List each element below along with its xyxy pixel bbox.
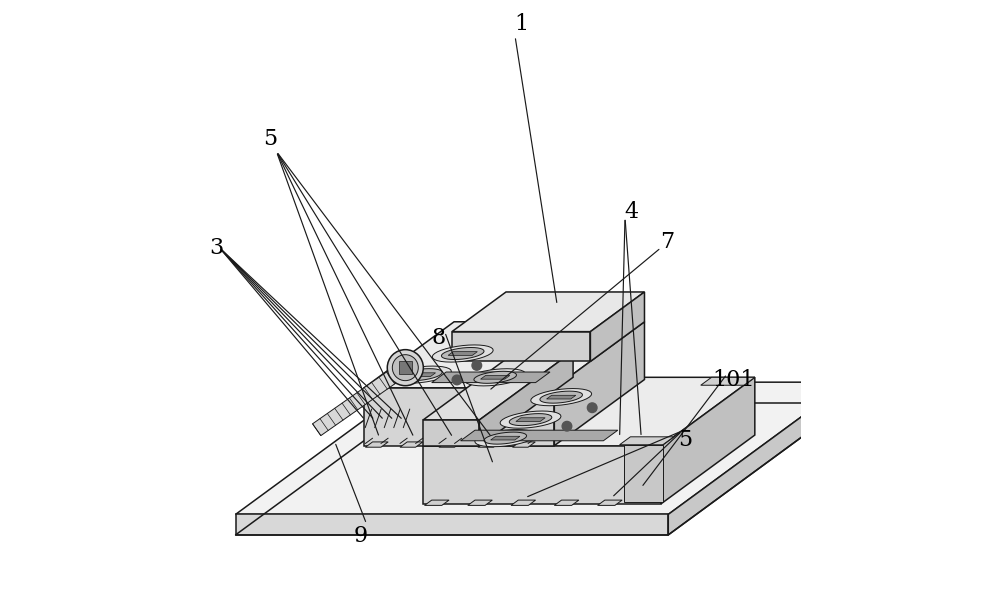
Polygon shape xyxy=(478,442,501,447)
Circle shape xyxy=(562,421,572,431)
Polygon shape xyxy=(479,351,573,446)
Text: 1: 1 xyxy=(514,13,528,35)
Polygon shape xyxy=(432,345,493,362)
Polygon shape xyxy=(540,391,583,403)
Polygon shape xyxy=(364,322,644,388)
Polygon shape xyxy=(624,445,663,502)
Text: 8: 8 xyxy=(432,327,446,349)
Polygon shape xyxy=(516,418,545,421)
Polygon shape xyxy=(390,366,451,383)
Polygon shape xyxy=(400,442,423,447)
Text: 3: 3 xyxy=(209,237,223,258)
Polygon shape xyxy=(620,437,674,445)
Polygon shape xyxy=(475,430,536,447)
Text: 5: 5 xyxy=(678,429,692,451)
Polygon shape xyxy=(425,500,449,505)
Polygon shape xyxy=(598,500,622,505)
Polygon shape xyxy=(448,352,477,355)
Polygon shape xyxy=(491,436,520,440)
Polygon shape xyxy=(236,382,849,514)
Polygon shape xyxy=(365,442,388,447)
Circle shape xyxy=(587,403,597,412)
Polygon shape xyxy=(399,361,412,374)
Polygon shape xyxy=(406,373,436,376)
Polygon shape xyxy=(364,388,554,446)
Polygon shape xyxy=(701,377,755,385)
Text: 4: 4 xyxy=(624,201,638,222)
Polygon shape xyxy=(484,432,527,444)
Polygon shape xyxy=(400,368,442,380)
Polygon shape xyxy=(554,322,644,446)
Polygon shape xyxy=(439,442,462,447)
Polygon shape xyxy=(423,377,755,446)
Polygon shape xyxy=(236,514,668,535)
Polygon shape xyxy=(441,347,484,359)
Polygon shape xyxy=(452,332,590,361)
Text: 7: 7 xyxy=(660,231,674,252)
Polygon shape xyxy=(461,430,618,441)
Polygon shape xyxy=(481,376,510,379)
Text: 5: 5 xyxy=(263,129,277,150)
Polygon shape xyxy=(511,500,536,505)
Polygon shape xyxy=(547,395,576,399)
Polygon shape xyxy=(513,442,535,447)
Circle shape xyxy=(387,350,423,386)
Polygon shape xyxy=(531,389,592,406)
Polygon shape xyxy=(474,371,517,383)
Circle shape xyxy=(472,361,482,370)
Polygon shape xyxy=(590,292,644,361)
Circle shape xyxy=(392,355,418,380)
FancyArrow shape xyxy=(313,362,409,436)
Polygon shape xyxy=(668,382,849,535)
Polygon shape xyxy=(468,500,492,505)
Polygon shape xyxy=(661,377,755,504)
Polygon shape xyxy=(500,411,561,428)
Text: 9: 9 xyxy=(354,525,368,547)
Polygon shape xyxy=(423,420,479,446)
Polygon shape xyxy=(509,413,552,426)
Text: 101: 101 xyxy=(712,369,754,391)
Polygon shape xyxy=(423,351,573,420)
Polygon shape xyxy=(465,368,526,386)
Polygon shape xyxy=(432,372,550,383)
Polygon shape xyxy=(423,446,661,504)
Polygon shape xyxy=(452,292,644,332)
Circle shape xyxy=(452,375,462,385)
Polygon shape xyxy=(554,500,579,505)
